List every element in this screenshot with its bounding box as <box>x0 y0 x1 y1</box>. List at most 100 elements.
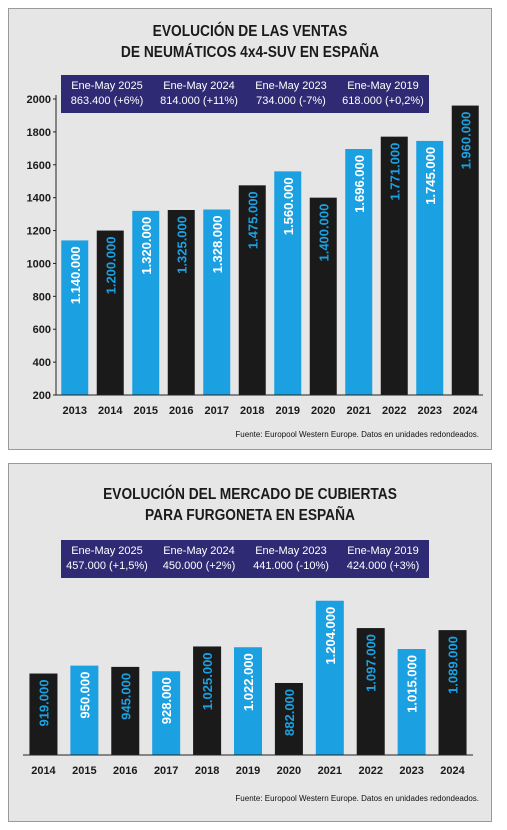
ytd-stat-value: 618.000 (+0,2%) <box>342 95 424 107</box>
ytd-stat-period: Ene-May 2024 <box>163 80 235 92</box>
bar <box>309 197 337 395</box>
x-tick-label: 2020 <box>311 405 335 417</box>
bar-value-label: 1.475.000 <box>245 191 260 249</box>
bar-value-label: 928.000 <box>159 677 174 724</box>
y-tick-label: 600 <box>33 324 51 336</box>
bar <box>203 209 231 395</box>
x-tick-label: 2020 <box>277 765 301 777</box>
bar <box>345 148 373 395</box>
bar-value-label: 882.000 <box>282 689 297 736</box>
bar-value-label: 950.000 <box>77 672 92 719</box>
ytd-stat-period: Ene-May 2023 <box>255 545 327 557</box>
x-tick-label: 2022 <box>358 765 382 777</box>
ytd-stat: Ene-May 2019 424.000 (+3%) <box>337 544 429 574</box>
x-tick-label: 2018 <box>240 405 264 417</box>
ytd-stat: Ene-May 2025 457.000 (+1,5%) <box>61 544 153 574</box>
y-tick-label: 2000 <box>27 94 51 106</box>
bar-value-label: 1.328.000 <box>210 216 225 274</box>
x-tick-label: 2013 <box>63 405 87 417</box>
x-tick-label: 2023 <box>418 405 442 417</box>
chart-title: EVOLUCIÓN DEL MERCADO DE CUBIERTAS PARA … <box>43 484 458 526</box>
bar <box>315 600 344 755</box>
x-tick-label: 2024 <box>440 765 465 777</box>
x-tick-label: 2015 <box>134 405 158 417</box>
bar <box>356 628 385 755</box>
bar <box>274 171 302 395</box>
bar <box>438 630 467 755</box>
bar-value-label: 1.097.000 <box>364 634 379 692</box>
bar <box>416 140 444 395</box>
bar-value-label: 1.325.000 <box>174 216 189 274</box>
ytd-stat: Ene-May 2024 814.000 (+11%) <box>153 79 245 109</box>
van-tire-market-chart-panel: EVOLUCIÓN DEL MERCADO DE CUBIERTAS PARA … <box>8 463 492 822</box>
y-tick-label: 400 <box>33 357 51 369</box>
chart-title-line-2: DE NEUMÁTICOS 4x4-SUV EN ESPAÑA <box>120 44 380 61</box>
chart-title-line-2: PARA FURGONETA EN ESPAÑA <box>145 507 355 524</box>
x-tick-label: 2019 <box>276 405 300 417</box>
bar <box>29 673 58 755</box>
y-tick-label: 200 <box>33 390 51 402</box>
ytd-stat-value: 863.400 (+6%) <box>70 95 144 107</box>
bar <box>238 185 266 395</box>
bar-value-label: 1.771.000 <box>387 143 402 201</box>
ytd-stat-value: 450.000 (+2%) <box>162 560 236 572</box>
x-tick-label: 2021 <box>318 765 342 777</box>
bar-value-label: 1.560.000 <box>281 177 296 235</box>
bar-value-label: 919.000 <box>36 680 51 727</box>
bar <box>193 646 222 755</box>
x-tick-label: 2015 <box>72 765 96 777</box>
ytd-stat-period: Ene-May 2025 <box>71 545 143 557</box>
bar-chart-svg: 919.000 2014 950.000 2015 945.000 2016 928.000… <box>23 600 473 777</box>
x-tick-label: 2023 <box>399 765 423 777</box>
ytd-stat: Ene-May 2023 441.000 (-10%) <box>245 544 337 574</box>
y-tick-label: 800 <box>33 291 51 303</box>
x-tick-label: 2024 <box>453 405 478 417</box>
y-tick-label: 1600 <box>27 160 51 172</box>
x-tick-label: 2019 <box>236 765 260 777</box>
x-tick-label: 2018 <box>195 765 219 777</box>
bar-value-label: 1.320.000 <box>139 217 154 275</box>
x-tick-label: 2014 <box>98 405 123 417</box>
ytd-stat-period: Ene-May 2019 <box>347 80 419 92</box>
y-tick-label: 1200 <box>27 226 51 238</box>
bar <box>132 210 160 395</box>
bar-value-label: 1.022.000 <box>241 653 256 711</box>
x-tick-label: 2021 <box>347 405 371 417</box>
bar-value-label: 1.140.000 <box>68 246 83 304</box>
bar-value-label: 1.015.000 <box>405 655 420 713</box>
ytd-stat: Ene-May 2024 450.000 (+2%) <box>153 544 245 574</box>
ytd-stat-period: Ene-May 2025 <box>71 80 143 92</box>
bar <box>70 665 99 755</box>
bar-value-label: 1.089.000 <box>446 636 461 694</box>
ytd-stat-value: 457.000 (+1,5%) <box>66 560 148 572</box>
bar-value-label: 945.000 <box>118 673 133 720</box>
y-tick-label: 1800 <box>27 127 51 139</box>
ytd-stats-box: Ene-May 2025 863.400 (+6%) Ene-May 2024 81… <box>61 75 429 113</box>
bar-value-label: 1.400.000 <box>316 204 331 262</box>
source-note: Fuente: Europool Western Europe. Datos e… <box>235 430 479 439</box>
ytd-stat: Ene-May 2025 863.400 (+6%) <box>61 79 153 109</box>
bar <box>96 230 124 395</box>
bar <box>152 671 181 755</box>
bar-value-label: 1.204.000 <box>323 607 338 665</box>
chart-title-line-1: EVOLUCIÓN DE LAS VENTAS <box>152 23 348 40</box>
ytd-stat-period: Ene-May 2024 <box>163 545 235 557</box>
x-tick-label: 2017 <box>154 765 178 777</box>
y-tick-label: 1000 <box>27 258 51 270</box>
bar-value-label: 1.696.000 <box>352 155 367 213</box>
chart-title-line-1: EVOLUCIÓN DEL MERCADO DE CUBIERTAS <box>103 486 397 503</box>
bar <box>274 682 303 755</box>
bar-value-label: 1.200.000 <box>103 237 118 295</box>
ytd-stat-value: 734.000 (-7%) <box>256 95 326 107</box>
bar <box>451 105 479 396</box>
x-tick-label: 2014 <box>31 765 56 777</box>
bar-value-label: 1.960.000 <box>458 112 473 170</box>
bar <box>167 210 195 395</box>
x-tick-label: 2016 <box>113 765 137 777</box>
bar-chart-svg: 200 400 600 800 1000 1200 1400 1600 1800 2000 1.14… <box>27 94 483 417</box>
x-tick-label: 2016 <box>169 405 193 417</box>
tire-suv-sales-chart-panel: EVOLUCIÓN DE LAS VENTAS DE NEUMÁTICOS 4x… <box>8 8 492 450</box>
ytd-stat: Ene-May 2019 618.000 (+0,2%) <box>337 79 429 109</box>
ytd-stat-value: 441.000 (-10%) <box>253 560 329 572</box>
source-note: Fuente: Europool Western Europe. Datos e… <box>235 794 479 803</box>
